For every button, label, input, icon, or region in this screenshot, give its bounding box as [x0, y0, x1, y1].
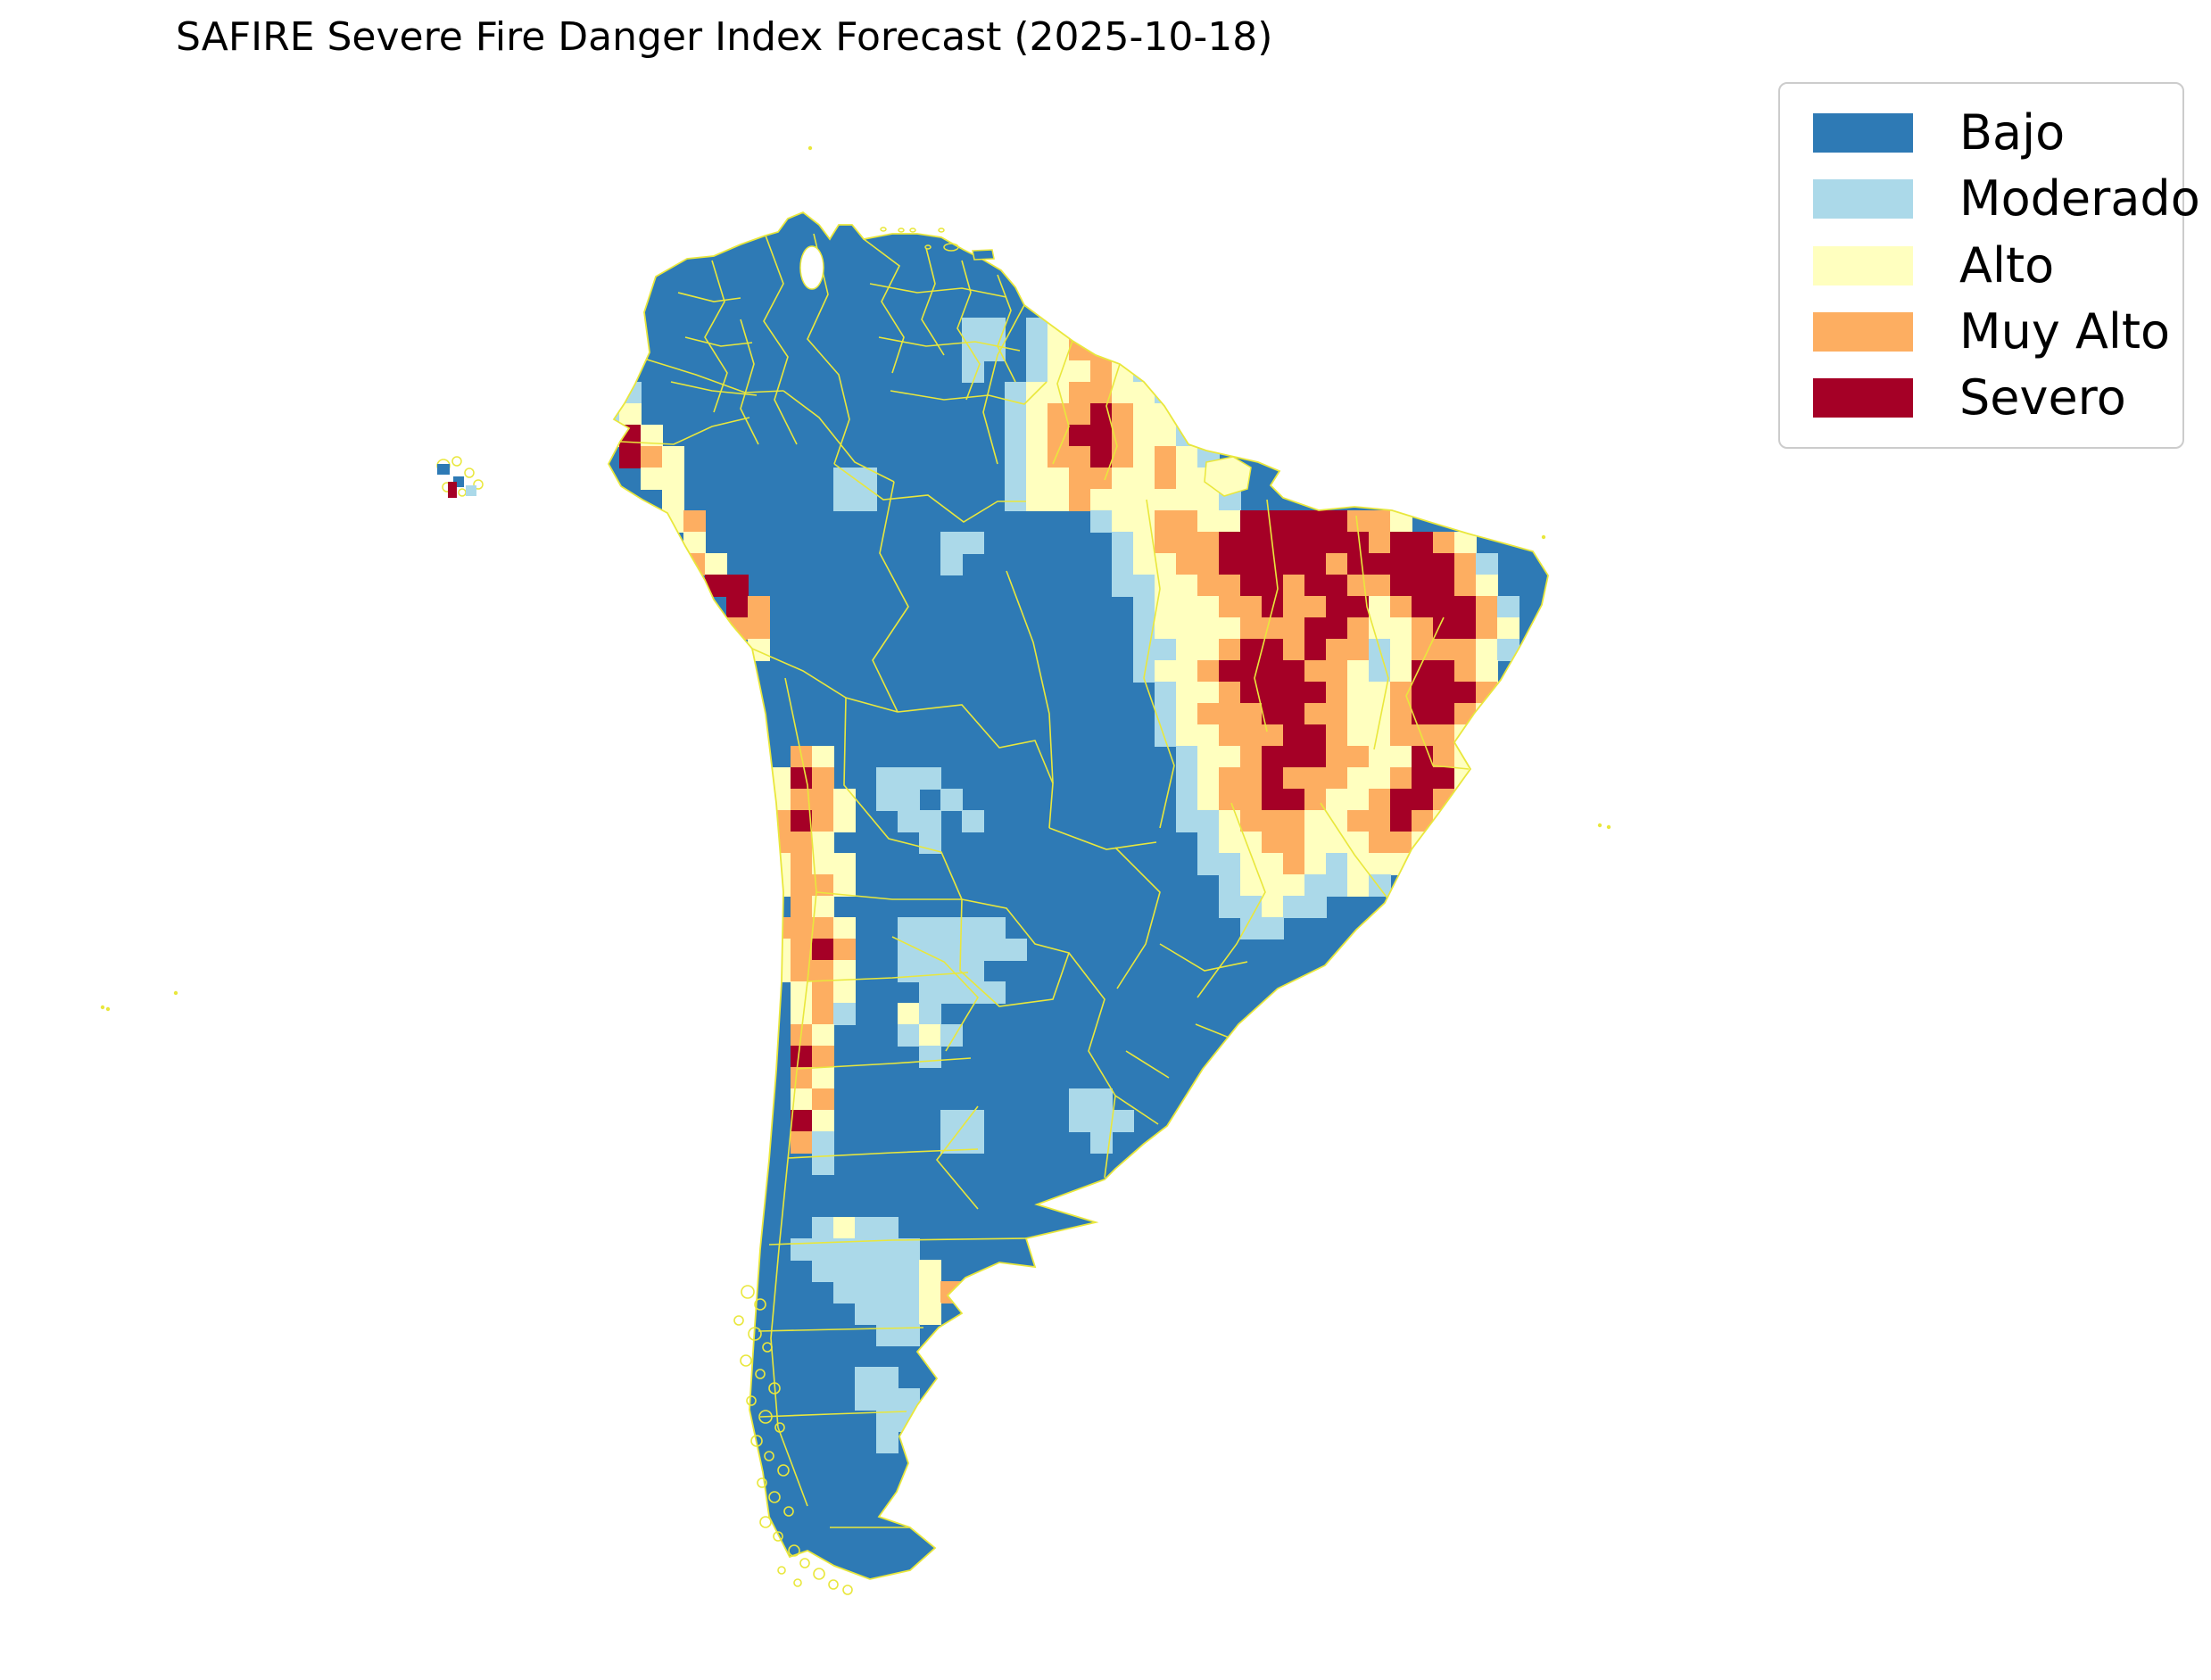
danger-cells-layer — [609, 296, 1520, 1453]
map-title: SAFIRE Severe Fire Danger Index Forecast… — [176, 14, 1273, 60]
legend-swatch-alto — [1813, 245, 1913, 286]
legend-label-bajo: Bajo — [1959, 104, 2066, 161]
legend-item-alto: Alto — [1813, 232, 2182, 298]
legend-label-severo: Severo — [1959, 368, 2126, 426]
coastline — [607, 211, 1549, 1580]
lake-maracaibo — [799, 245, 824, 290]
legend-swatch-moderado — [1813, 179, 1913, 219]
legend-swatch-severo — [1813, 377, 1913, 418]
legend-swatch-muy-alto — [1813, 311, 1913, 352]
legend-label-alto: Alto — [1959, 236, 2055, 294]
legend-swatch-bajo — [1813, 113, 1913, 153]
legend-label-moderado: Moderado — [1959, 170, 2200, 228]
trinidad-island — [972, 249, 995, 261]
legend-item-muy-alto: Muy Alto — [1813, 299, 2182, 365]
legend-box: Bajo Moderado Alto Muy Alto Severo — [1778, 82, 2200, 449]
legend-item-bajo: Bajo — [1813, 100, 2182, 166]
islands-layer — [100, 145, 1611, 1595]
legend-item-moderado: Moderado — [1813, 166, 2200, 232]
marajo-island — [1204, 456, 1252, 497]
legend-item-severo: Severo — [1813, 365, 2182, 431]
legend-label-muy-alto: Muy Alto — [1959, 302, 2171, 360]
